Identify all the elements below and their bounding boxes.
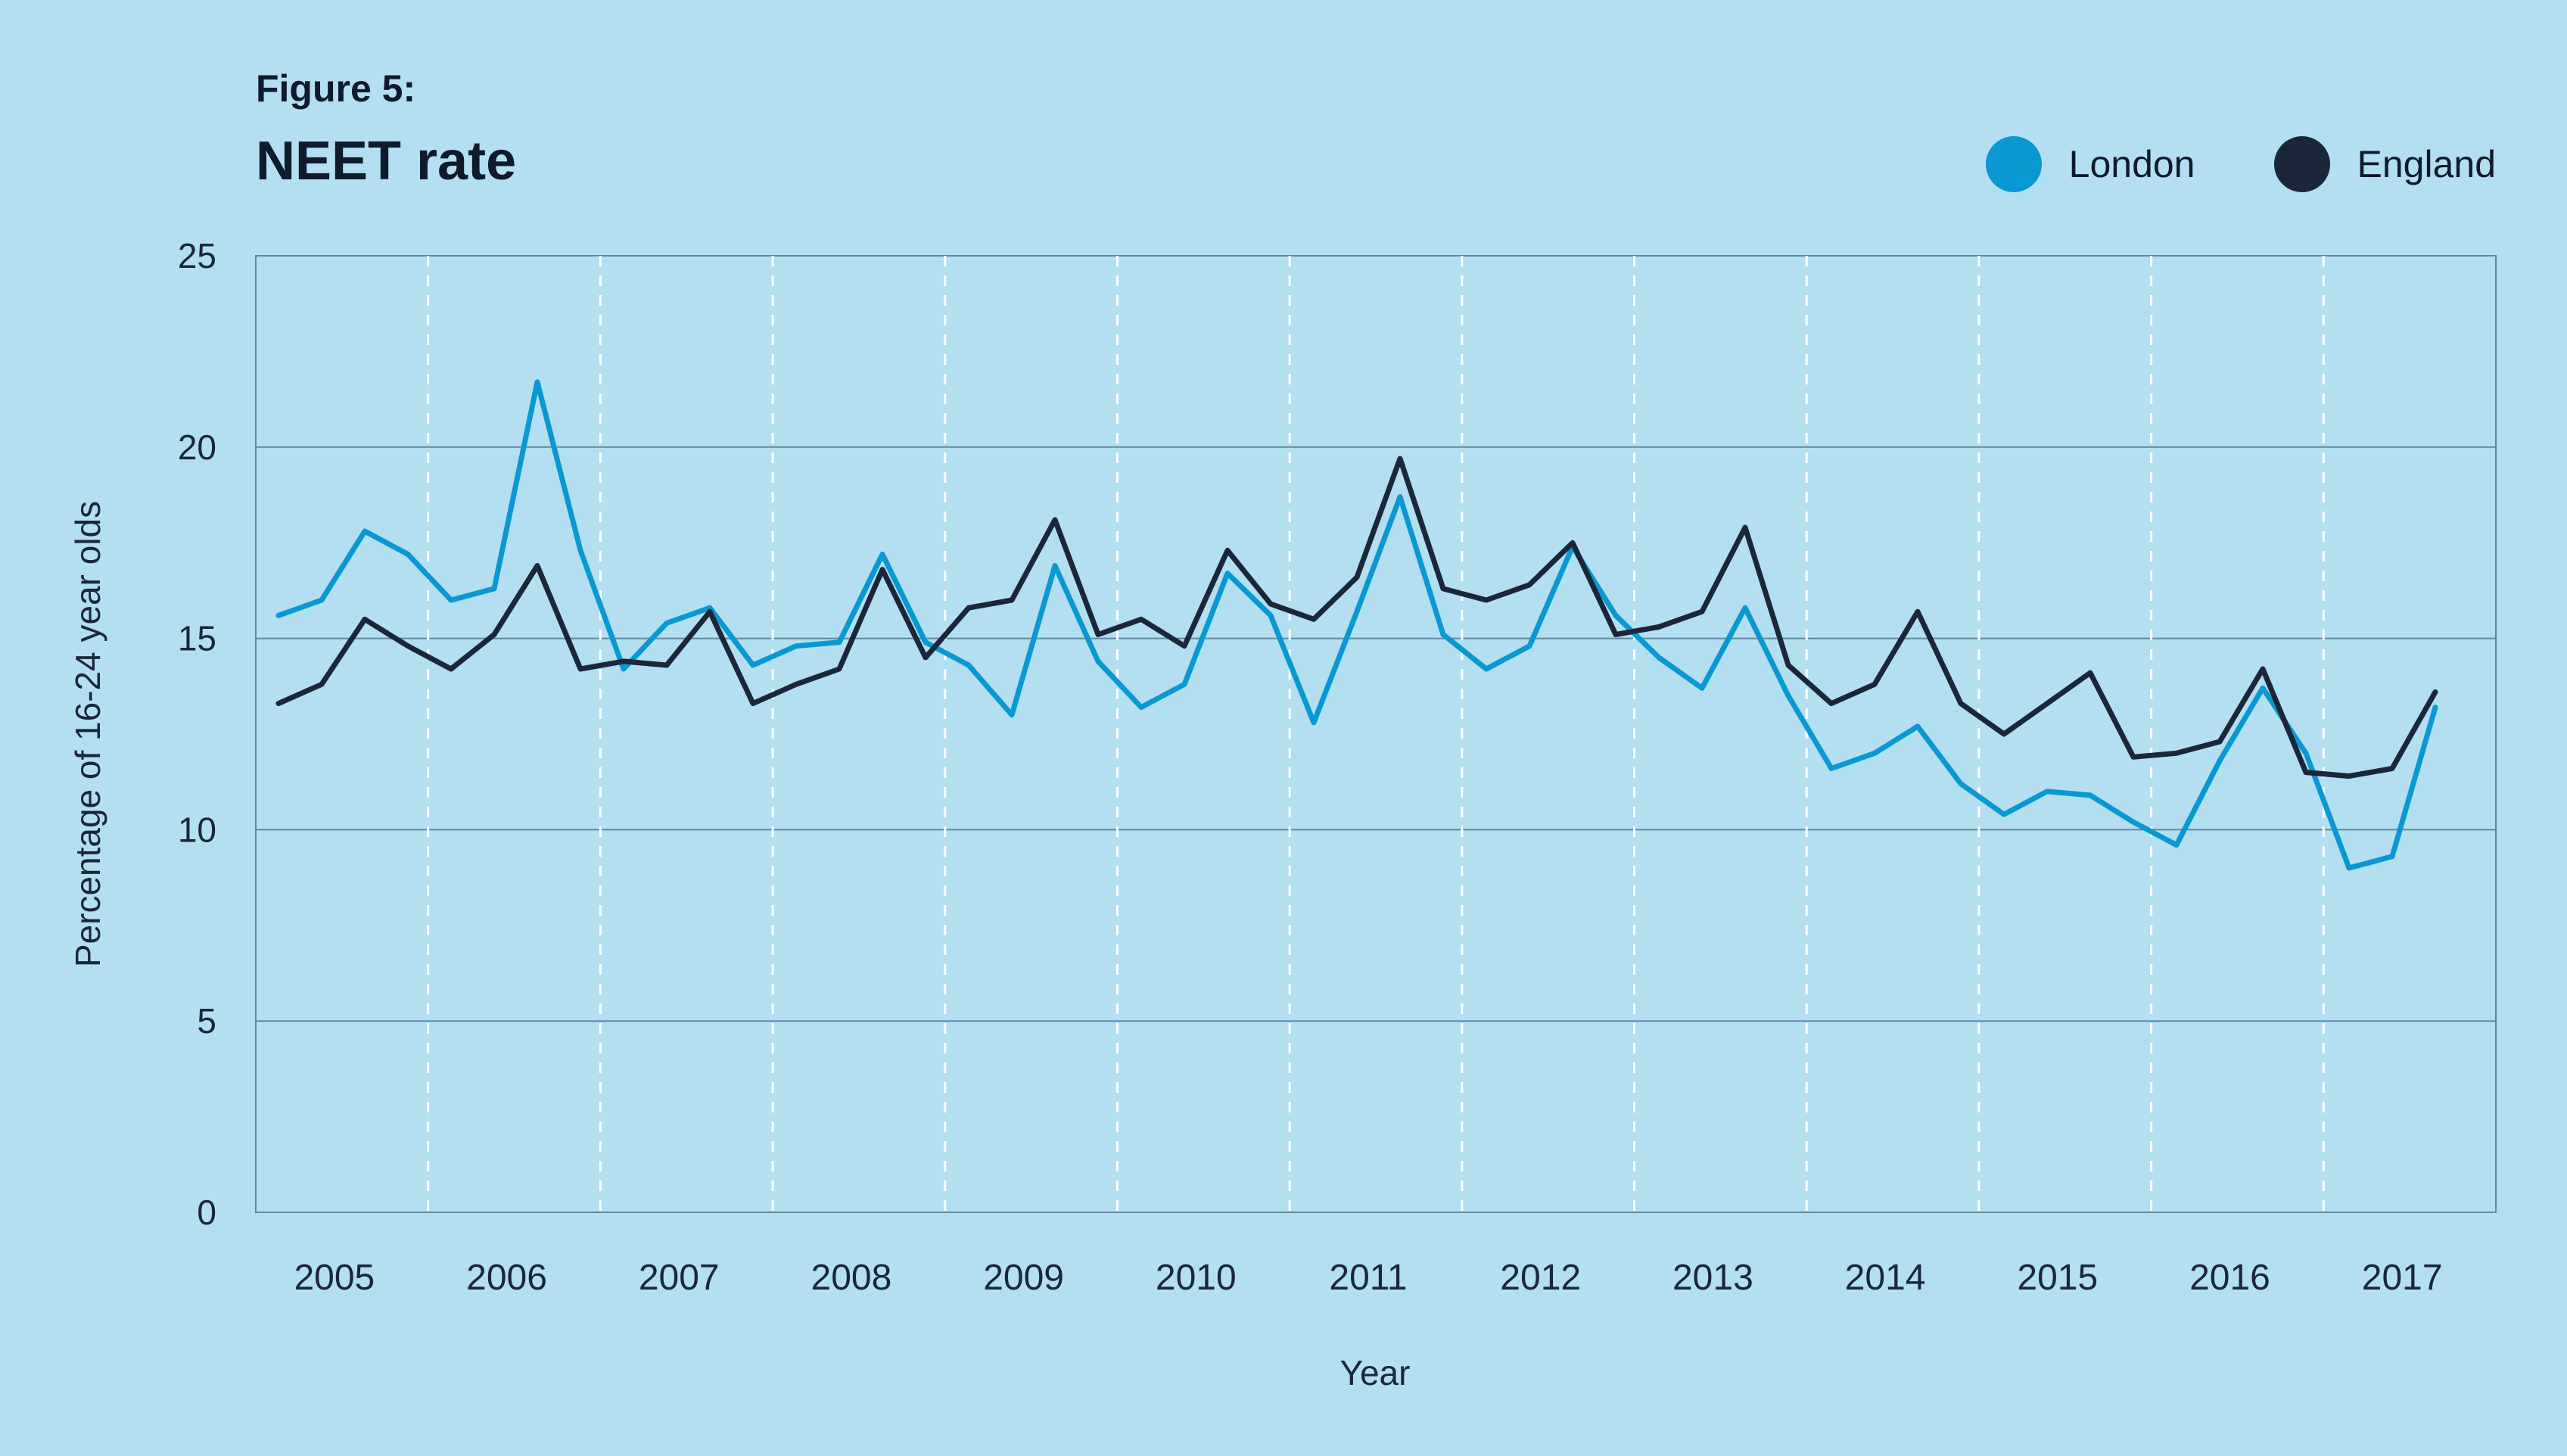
y-tick-label: 25 <box>178 236 216 275</box>
x-tick-label: 2016 <box>2189 1258 2270 1298</box>
x-tick-label: 2005 <box>294 1258 375 1298</box>
legend-marker-london <box>1985 136 2042 192</box>
series-layer <box>275 379 2438 871</box>
series-line-england <box>275 456 2438 779</box>
legend-marker-england <box>2273 136 2330 192</box>
x-tick-label: 2007 <box>639 1258 720 1298</box>
x-tick-label: 2017 <box>2362 1258 2443 1298</box>
legend-item-london: London <box>1985 136 2195 192</box>
x-tick-label: 2006 <box>466 1258 547 1298</box>
y-axis-title: Percentage of 16-24 year olds <box>68 501 107 967</box>
legend: London England <box>1907 136 2496 192</box>
x-tick-label: 2015 <box>2017 1258 2098 1298</box>
series-line-london <box>275 379 2438 871</box>
y-tick-label: 10 <box>178 810 216 849</box>
plot-frame <box>255 255 2497 1213</box>
figure-label: Figure 5: <box>256 67 416 110</box>
y-tick-label: 5 <box>197 1001 216 1041</box>
x-axis-title: Year <box>1340 1353 1411 1392</box>
x-tick-label: 2008 <box>811 1258 892 1298</box>
legend-label-england: England <box>2357 143 2497 185</box>
legend-label-london: London <box>2068 143 2195 185</box>
grid-layer <box>255 255 2497 1213</box>
y-tick-label: 15 <box>178 619 216 658</box>
chart-title: NEET rate <box>256 131 517 191</box>
x-tick-label: 2013 <box>1672 1258 1753 1298</box>
axis-layer: Year Percentage of 16-24 year olds 0 5 10 1… <box>68 236 2443 1392</box>
legend-item-england: England <box>2273 136 2497 192</box>
x-tick-label: 2014 <box>1845 1258 1926 1298</box>
y-tick-label: 20 <box>178 428 216 467</box>
y-tick-label: 0 <box>197 1193 216 1232</box>
x-tick-label: 2011 <box>1329 1258 1407 1298</box>
x-tick-label: 2012 <box>1500 1258 1581 1298</box>
x-tick-label: 2009 <box>983 1258 1064 1298</box>
x-tick-label: 2010 <box>1156 1258 1237 1298</box>
